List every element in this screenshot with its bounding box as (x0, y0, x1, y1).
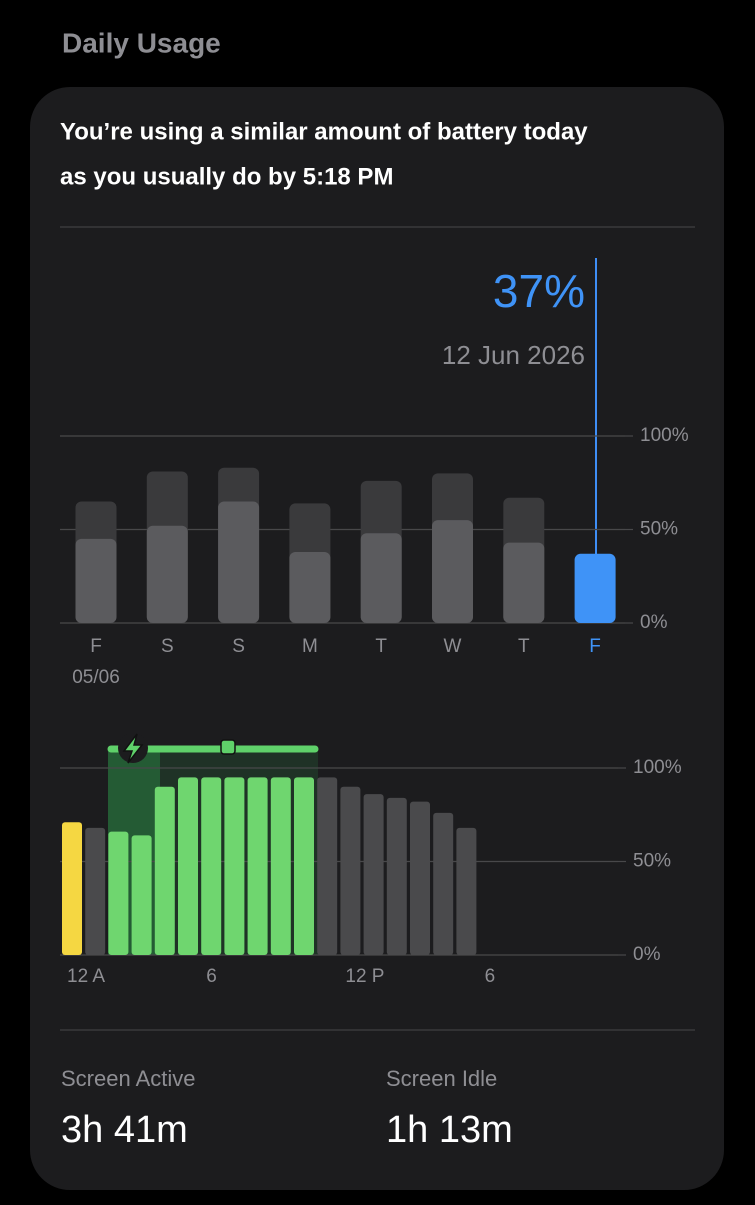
x-tick-label: S (161, 636, 174, 657)
x-tick-label: 6 (206, 966, 217, 987)
y-tick-label: 0% (640, 612, 668, 633)
summary-line: as you usually do by 5:18 PM (60, 163, 393, 190)
x-tick-label: 12 A (67, 966, 105, 987)
y-tick-label: 100% (633, 757, 682, 778)
optimized-marker (220, 739, 236, 755)
bar (410, 801, 430, 955)
bar (456, 827, 477, 955)
bar (62, 822, 82, 955)
bar (386, 797, 407, 955)
x-tick-label: T (518, 636, 530, 657)
bar (360, 533, 402, 623)
x-tick-label: F (589, 636, 601, 657)
bar (224, 777, 245, 955)
bolt-icon (122, 733, 144, 764)
bar (294, 777, 314, 955)
bar (317, 777, 338, 955)
bar (289, 551, 331, 623)
hourly-chart: 0% 50% 100% 12 A 6 12 P 6 (60, 757, 682, 987)
selected-value: 37% (493, 265, 585, 317)
section-title: Daily Usage (62, 27, 221, 58)
bar (85, 827, 106, 955)
bar (574, 553, 616, 623)
y-tick-label: 50% (640, 519, 678, 540)
bar (178, 777, 198, 955)
x-tick-label: T (375, 636, 387, 657)
bar (433, 812, 454, 955)
bar (503, 542, 545, 623)
bar (340, 786, 361, 955)
x-tick-label: F (90, 636, 102, 657)
stat-label: Screen Active (61, 1066, 196, 1091)
selected-date: 12 Jun 2026 (442, 340, 585, 370)
bar (218, 501, 260, 623)
y-tick-label: 0% (633, 944, 661, 965)
bar (108, 831, 129, 955)
y-tick-label: 50% (633, 851, 671, 872)
stat-value: 1h 13m (386, 1109, 513, 1151)
stat-value: 3h 41m (61, 1109, 188, 1151)
bar (432, 520, 473, 623)
stat-label: Screen Idle (386, 1066, 497, 1091)
daily-chart: 0% 50% 100% F 05/06 S S M T W T F (60, 425, 689, 688)
bar (270, 777, 291, 955)
x-tick-label: 12 P (345, 966, 384, 987)
bar (154, 786, 175, 955)
bar (201, 777, 222, 955)
x-tick-label: M (302, 636, 318, 657)
bar (131, 835, 152, 955)
y-tick-label: 100% (640, 425, 689, 446)
x-tick-label: 6 (485, 966, 496, 987)
bar (146, 525, 188, 623)
bar (363, 794, 384, 955)
x-sublabel: 05/06 (72, 667, 120, 688)
x-tick-label: S (232, 636, 245, 657)
bar (75, 538, 117, 623)
charging-marker (107, 733, 319, 764)
summary-line: You’re using a similar amount of battery… (60, 118, 588, 145)
bar (247, 777, 268, 955)
x-tick-label: W (444, 636, 462, 657)
